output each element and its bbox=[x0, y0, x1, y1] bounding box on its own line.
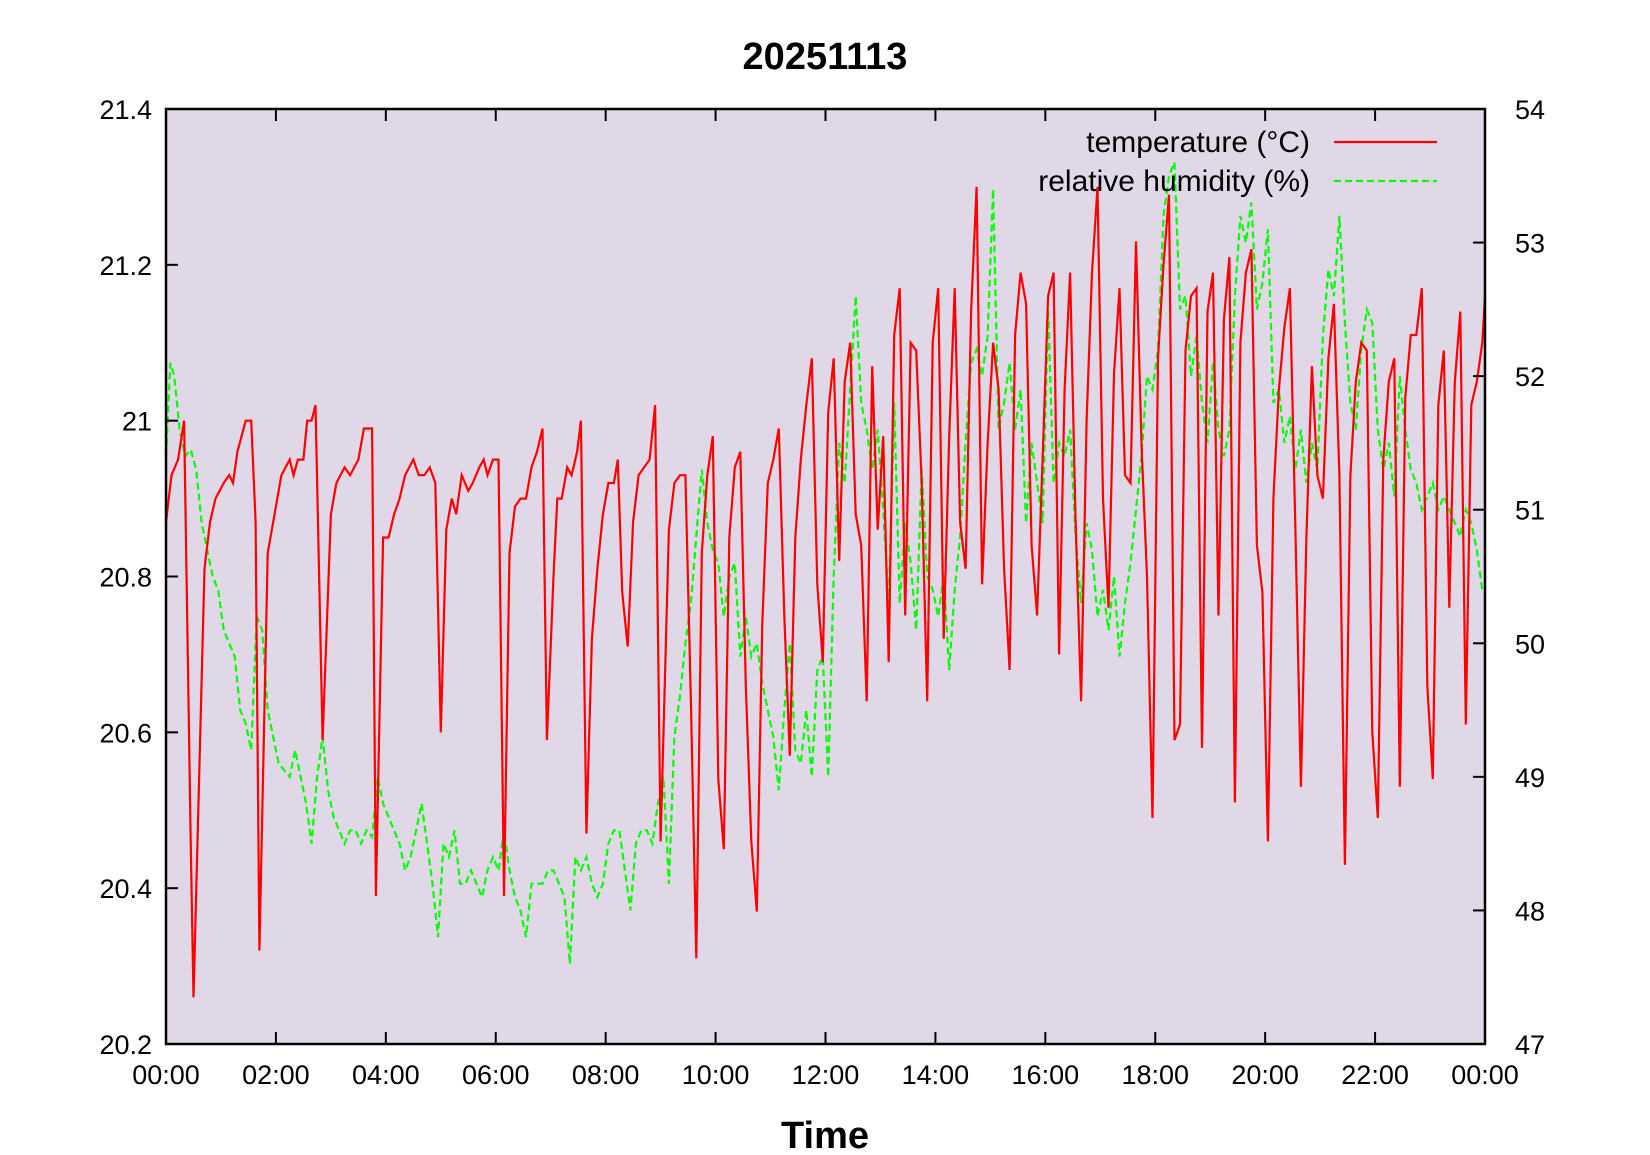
x-tick-label: 22:00 bbox=[1341, 1060, 1409, 1090]
chart-title: 20251113 bbox=[743, 36, 908, 78]
y-tick-label: 20.4 bbox=[99, 874, 152, 904]
legend-label-temperature: temperature (°C) bbox=[1086, 126, 1310, 159]
y2-tick-label: 47 bbox=[1515, 1030, 1545, 1060]
x-axis-label: Time bbox=[781, 1115, 869, 1155]
y2-tick-label: 51 bbox=[1515, 496, 1545, 526]
y2-tick-label: 50 bbox=[1515, 629, 1545, 659]
x-tick-label: 00:00 bbox=[132, 1060, 200, 1090]
y2-tick-label: 49 bbox=[1515, 763, 1545, 793]
x-tick-label: 14:00 bbox=[902, 1060, 970, 1090]
x-tick-label: 02:00 bbox=[242, 1060, 310, 1090]
humidity-series-line bbox=[166, 161, 1485, 964]
legend: temperature (°C) relative humidity (%) bbox=[1038, 126, 1437, 198]
y2-tick-label: 54 bbox=[1515, 95, 1545, 125]
x-tick-label: 10:00 bbox=[682, 1060, 750, 1090]
y-tick-label: 20.8 bbox=[99, 563, 152, 593]
x-tick-label: 16:00 bbox=[1012, 1060, 1080, 1090]
axes-layer: 00:00 02:00 04:00 06:00 08:00 10:00 12:00 14:00… bbox=[99, 95, 1545, 1090]
x-tick-label: 12:00 bbox=[792, 1060, 860, 1090]
y2-tick-label: 48 bbox=[1515, 896, 1545, 926]
x-tick-label: 08:00 bbox=[572, 1060, 640, 1090]
y2-tick-label: 52 bbox=[1515, 362, 1545, 392]
y-tick-label: 21 bbox=[122, 407, 152, 437]
y-tick-label: 20.6 bbox=[99, 718, 152, 748]
y-tick-label: 21.2 bbox=[99, 251, 152, 281]
y-tick-label: 20.2 bbox=[99, 1030, 152, 1060]
x-tick-label: 04:00 bbox=[352, 1060, 420, 1090]
y-tick-label: 21.4 bbox=[99, 95, 152, 125]
x-tick-label: 20:00 bbox=[1231, 1060, 1299, 1090]
x-tick-label: 06:00 bbox=[462, 1060, 530, 1090]
series-layer bbox=[166, 161, 1485, 998]
y2-tick-label: 53 bbox=[1515, 229, 1545, 259]
legend-label-humidity: relative humidity (%) bbox=[1038, 165, 1310, 198]
x-tick-label: 18:00 bbox=[1121, 1060, 1189, 1090]
x-tick-label: 00:00 bbox=[1451, 1060, 1519, 1090]
temperature-series-line bbox=[166, 186, 1485, 998]
